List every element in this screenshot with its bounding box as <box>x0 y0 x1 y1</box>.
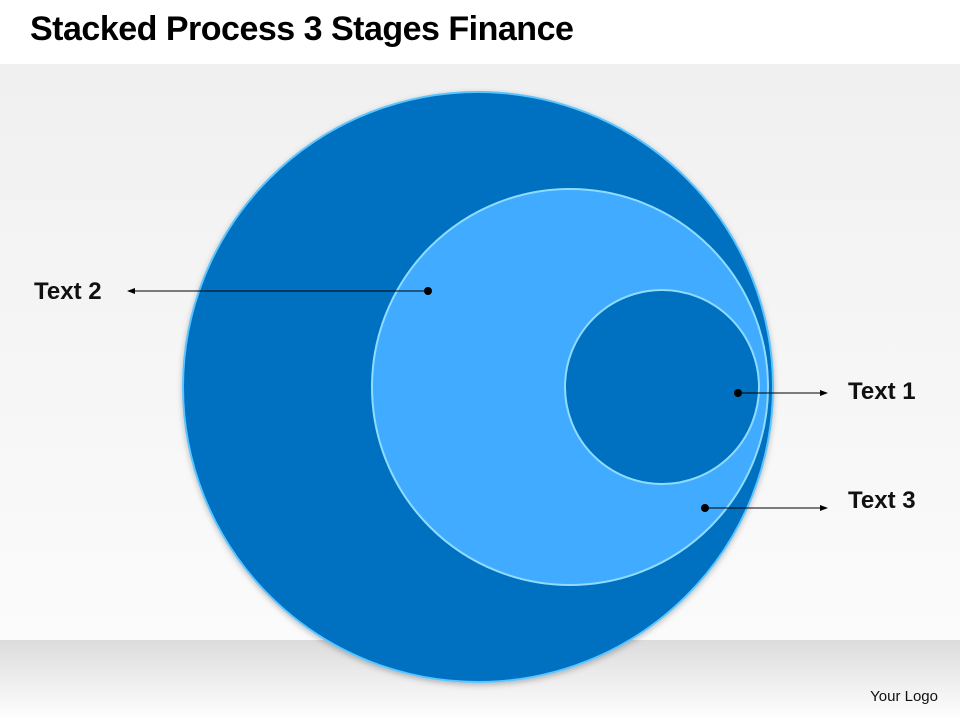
connector-text3 <box>701 504 828 512</box>
page-title: Stacked Process 3 Stages Finance <box>30 10 574 48</box>
logo-placeholder: Your Logo <box>870 688 938 705</box>
connector-text2 <box>127 287 432 295</box>
connector-text1 <box>734 389 828 397</box>
inner-circle <box>564 289 760 485</box>
label-text2: Text 2 <box>34 278 102 305</box>
label-text1: Text 1 <box>848 378 916 405</box>
label-text3: Text 3 <box>848 487 916 514</box>
